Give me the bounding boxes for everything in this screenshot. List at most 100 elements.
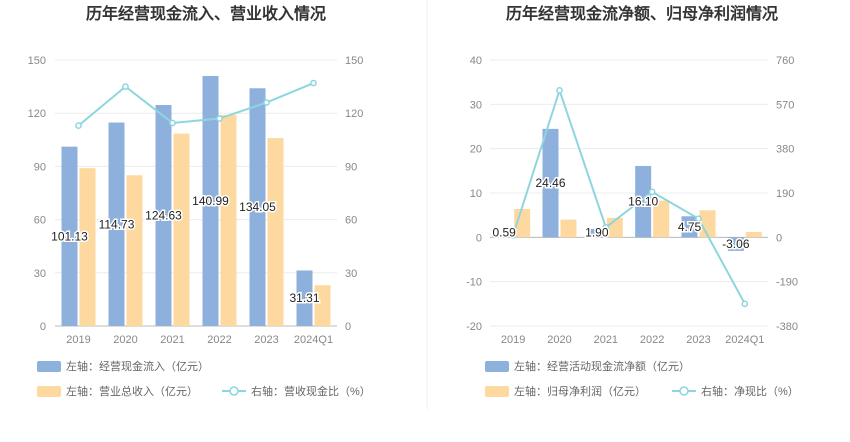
- left-axis-tick: 120: [28, 108, 46, 120]
- left-axis-tick: 20: [470, 144, 482, 156]
- bar-2022-s1: [635, 165, 652, 238]
- legend-item-3: 右轴：净现比（%）: [672, 384, 799, 398]
- bar-2020-s2: [126, 175, 143, 326]
- left-axis-tick: 30: [34, 268, 46, 280]
- legend-swatch: [37, 386, 61, 397]
- right-axis-tick: 570: [776, 99, 794, 111]
- bar-2024Q1-s2: [745, 232, 762, 238]
- chart-panel-2: 历年经营现金流净额、归母净利润情况 -20 -10 0 10 20 30 40 -380 -190…: [466, 4, 799, 398]
- ratio-line: [512, 87, 746, 305]
- bar-2019-s1: [61, 146, 78, 326]
- data-label-2024Q1: 31.31: [289, 291, 319, 305]
- data-label-2019: 0.59: [492, 225, 516, 239]
- bar-2021-s2: [173, 133, 190, 326]
- right-axis-tick: -190: [776, 277, 798, 289]
- bar-2023-s2: [699, 210, 716, 238]
- data-label-2022: 16.10: [628, 195, 658, 209]
- x-axis-tick: 2024Q1: [725, 334, 764, 346]
- data-label-2020: 114.73: [99, 217, 135, 231]
- bar-2019-s2: [79, 168, 96, 326]
- bar-2021-s1: [588, 228, 605, 238]
- left-axis-tick: 60: [34, 215, 46, 227]
- data-label-2019: 101.13: [51, 229, 88, 243]
- right-axis-tick: 760: [776, 55, 794, 67]
- x-axis-tick: 2020: [113, 334, 137, 346]
- left-axis-tick: 30: [470, 99, 482, 111]
- right-axis-tick: 30: [345, 268, 357, 280]
- legend-marker: [229, 386, 239, 396]
- x-axis-tick: 2019: [501, 334, 525, 346]
- ratio-line: [77, 82, 314, 127]
- right-axis-tick: 0: [776, 232, 782, 244]
- right-axis-tick: 0: [345, 321, 351, 333]
- bar-2020-s2: [560, 219, 577, 238]
- legend-swatch: [37, 361, 61, 372]
- line-point-2022: [648, 188, 656, 196]
- data-label-2021: 1.90: [585, 225, 609, 239]
- left-axis-tick: 90: [34, 161, 46, 173]
- left-axis-tick: 10: [470, 188, 482, 200]
- legend-swatch: [485, 361, 509, 372]
- left-axis-tick: -20: [466, 321, 482, 333]
- left-axis-tick: 150: [28, 55, 46, 67]
- right-axis-tick: 190: [776, 188, 794, 200]
- x-axis-tick: 2021: [594, 334, 618, 346]
- right-axis-tick: 150: [345, 55, 363, 67]
- legend-item-2: 左轴：归母净利润（亿元）: [485, 384, 646, 398]
- data-label-2023: 4.75: [678, 220, 702, 234]
- bar-2022-s1: [202, 75, 219, 327]
- line-point-2023: [695, 215, 702, 223]
- line-point-2022: [216, 115, 223, 122]
- left-axis-tick: 0: [40, 321, 46, 333]
- bar-2020-s1: [542, 128, 559, 238]
- data-label-2021: 124.63: [145, 208, 182, 222]
- data-label-2023: 134.05: [239, 200, 276, 214]
- x-axis-tick: 2019: [66, 334, 90, 346]
- bar-2023-s1: [249, 88, 266, 326]
- legend-marker: [679, 386, 689, 396]
- bar-2021-s1: [155, 104, 172, 326]
- legend-item-1: 左轴：经营现金流入（亿元）: [37, 359, 209, 373]
- left-axis-tick: -10: [466, 277, 482, 289]
- line-point-2019: [75, 122, 82, 129]
- legend-label: 左轴：经营现金流入（亿元）: [66, 359, 209, 373]
- line-point-2024Q1: [310, 79, 317, 87]
- legend-label: 左轴：归母净利润（亿元）: [514, 384, 646, 398]
- legend-swatch: [485, 386, 509, 397]
- legend-item-2: 左轴：营业总收入（亿元）: [37, 384, 198, 398]
- x-axis-tick: 2020: [547, 334, 571, 346]
- bar-2024Q1-s2: [314, 285, 331, 326]
- bar-2019-s1: [496, 234, 513, 238]
- line-point-2020: [556, 86, 563, 94]
- data-label-2020: 24.46: [535, 176, 565, 190]
- line-point-2021: [169, 119, 176, 127]
- left-axis-tick: 0: [476, 232, 482, 244]
- line-point-2021: [602, 223, 610, 231]
- x-axis-tick: 2022: [207, 334, 231, 346]
- x-axis-tick: 2024Q1: [294, 334, 333, 346]
- legend-item-1: 左轴：经营活动现金流净额（亿元）: [485, 359, 690, 373]
- line-point-2023: [263, 99, 270, 106]
- legend-label: 右轴：净现比（%）: [701, 384, 799, 398]
- x-axis-tick: 2023: [254, 334, 278, 346]
- right-axis-tick: 120: [345, 108, 363, 120]
- bar-2024Q1-s1: [727, 237, 744, 251]
- chart-panel-1: 历年经营现金流入、营业收入情况 0 30 60 90 120 150 0 30 60 90 120 15…: [28, 4, 371, 398]
- legend-label: 左轴：经营活动现金流净额（亿元）: [514, 359, 690, 373]
- bar-2019-s2: [514, 208, 531, 238]
- bar-2022-s2: [220, 114, 237, 327]
- bar-2023-s2: [267, 138, 284, 326]
- line-point-2019: [509, 231, 517, 239]
- right-axis-tick: -380: [776, 321, 798, 333]
- bar-2024Q1-s1: [296, 270, 313, 326]
- bar-2023-s1: [681, 216, 698, 238]
- right-axis-tick: 90: [345, 161, 357, 173]
- right-axis-tick: 380: [776, 144, 794, 156]
- gridlines: [490, 59, 768, 327]
- x-axis-tick: 2021: [160, 334, 184, 346]
- x-axis-tick: 2022: [640, 334, 664, 346]
- bar-2020-s1: [108, 122, 125, 326]
- line-point-2024Q1: [741, 300, 749, 308]
